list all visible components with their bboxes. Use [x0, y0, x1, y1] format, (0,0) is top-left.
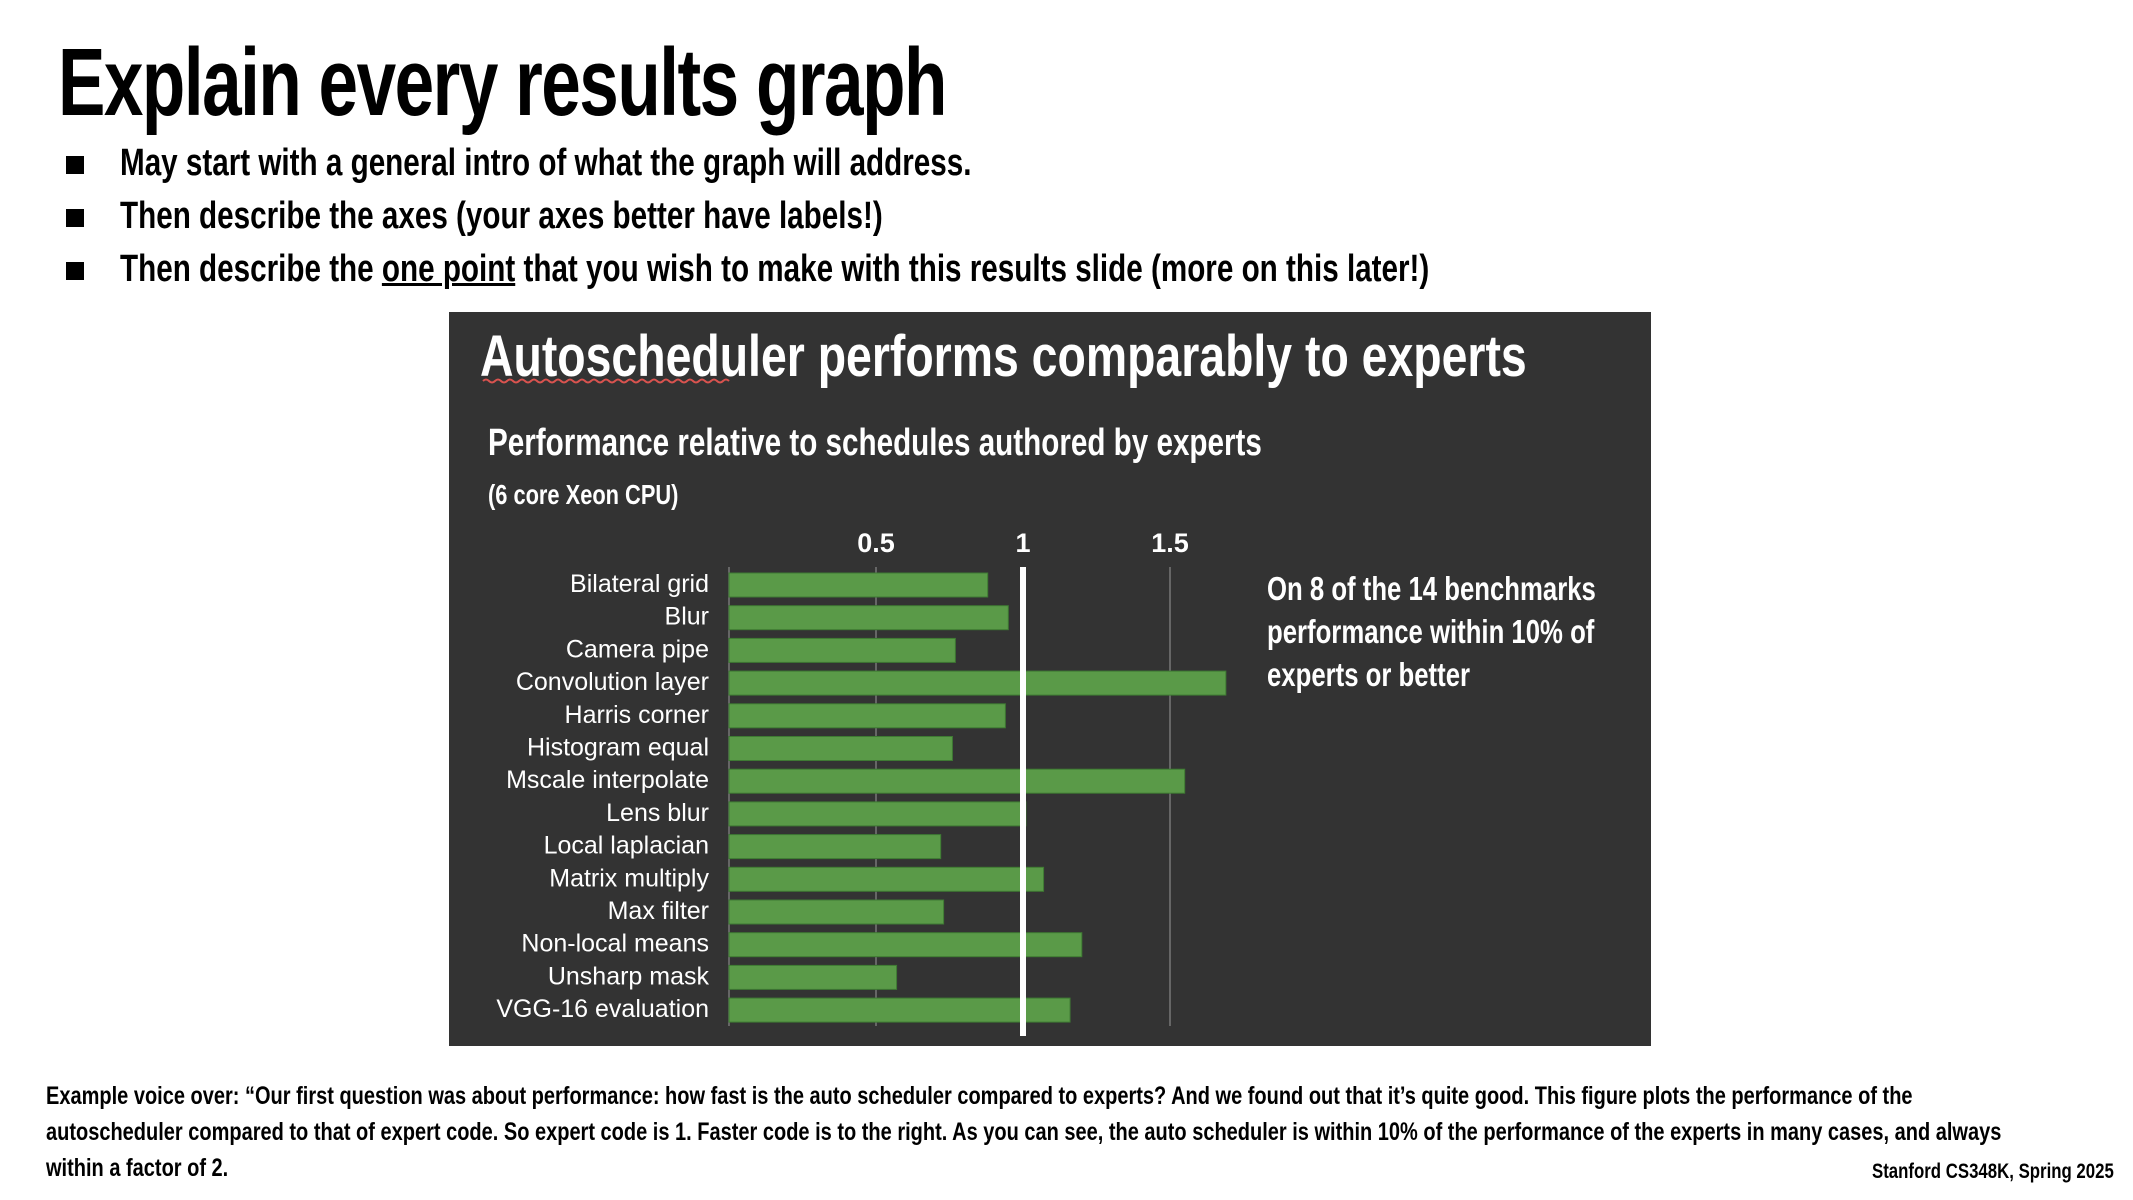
bullet-text-post: that you wish to make with this results …	[515, 248, 1430, 290]
bar	[728, 964, 898, 990]
category-label: Convolution layer	[516, 668, 709, 696]
bar	[728, 670, 1227, 696]
category-label: Lens blur	[606, 799, 709, 827]
bullet-text: Then describe the axes (your axes better…	[120, 195, 883, 237]
category-label: Histogram equal	[527, 734, 709, 762]
category-label: Unsharp mask	[548, 962, 710, 990]
bar	[728, 768, 1186, 794]
bar	[728, 801, 1027, 827]
category-label: Blur	[665, 603, 709, 631]
bar	[728, 637, 956, 663]
bar	[728, 834, 942, 860]
bar	[728, 932, 1083, 958]
bullet-text: Then describe the one point that you wis…	[120, 248, 1429, 291]
footer-credit: Stanford CS348K, Spring 2025	[1872, 1160, 2114, 1183]
bullet-text-pre: Then describe the	[120, 248, 382, 290]
category-label: Non-local means	[521, 930, 709, 958]
voiceover-line: Example voice over: “Our first question …	[46, 1082, 1913, 1110]
annotation-line: experts or better	[1267, 657, 1470, 694]
annotation-line: performance within 10% of	[1267, 614, 1594, 651]
bullet-square-icon	[66, 156, 84, 174]
bullet-square-icon	[66, 209, 84, 227]
x-tick-label: 0.5	[857, 528, 895, 558]
bar	[728, 703, 1006, 729]
bar	[728, 736, 953, 761]
category-label: Bilateral grid	[570, 570, 709, 598]
bullet-square-icon	[66, 262, 84, 280]
bar	[728, 866, 1045, 892]
slide-title: Explain every results graph	[58, 29, 947, 136]
x-tick-label: 1	[1015, 528, 1030, 558]
voiceover-line: autoscheduler compared to that of expert…	[46, 1118, 2002, 1146]
chart-subtitle: (6 core Xeon CPU)	[488, 479, 678, 510]
spellcheck-underline	[482, 378, 730, 384]
category-label: Mscale interpolate	[506, 766, 709, 794]
category-label: Max filter	[608, 897, 709, 925]
bar	[728, 997, 1071, 1023]
annotation-line: On 8 of the 14 benchmarks	[1267, 571, 1596, 608]
x-tick-label: 1.5	[1151, 528, 1189, 558]
bar	[728, 572, 989, 598]
bar-chart: Autoscheduler performs comparably to exp…	[480, 324, 1596, 1036]
bar	[728, 899, 945, 925]
category-label: Harris corner	[565, 701, 709, 729]
chart-panel: Autoscheduler performs comparably to exp…	[449, 312, 1651, 1046]
category-label: Camera pipe	[566, 635, 709, 663]
bullet-text: May start with a general intro of what t…	[120, 142, 972, 184]
voiceover-line: within a factor of 2.	[46, 1154, 229, 1182]
voiceover-text: Example voice over: “Our first question …	[46, 1078, 2002, 1186]
bullet-text-emphasis: one point	[381, 248, 516, 290]
chart-title: Performance relative to schedules author…	[488, 422, 1262, 464]
panel-title: Autoscheduler performs comparably to exp…	[480, 324, 1527, 389]
bar	[728, 605, 1009, 631]
category-label: Matrix multiply	[549, 864, 709, 892]
category-label: VGG-16 evaluation	[496, 995, 709, 1023]
category-label: Local laplacian	[544, 832, 709, 860]
